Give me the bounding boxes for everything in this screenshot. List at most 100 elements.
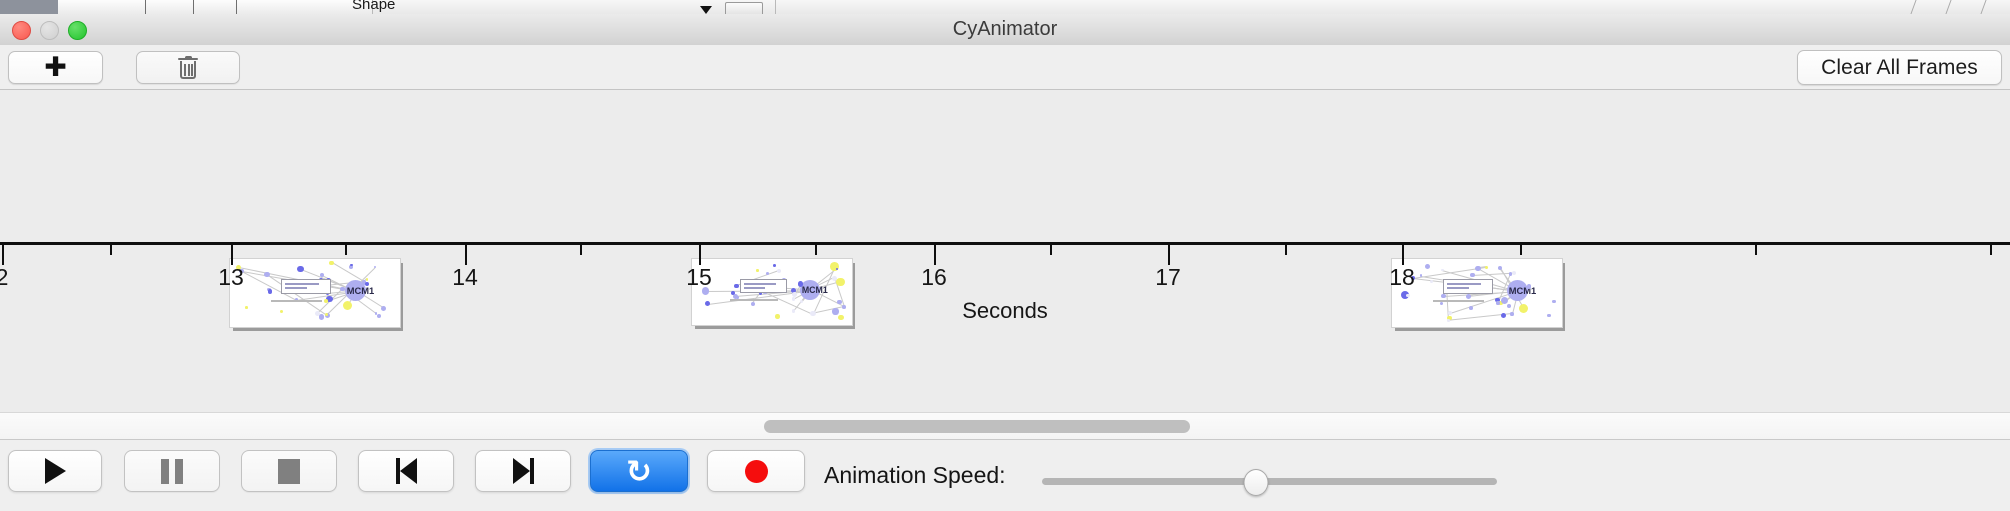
background-shape-label: Shape [352,0,396,13]
ruler-tick-label: 14 [452,264,478,290]
graph-node [374,312,378,316]
loop-icon: ↻ [626,453,652,489]
timeline-scrollbar-track[interactable] [0,412,2010,440]
graph-annotation-callout [281,279,331,295]
callout-text-line [1447,283,1481,286]
background-caret-icon [700,6,712,14]
stop-icon [278,458,300,484]
ruler-tick-minor [1285,245,1287,255]
background-segment [236,0,299,14]
graph-node [733,294,737,298]
stop-button [241,450,337,492]
ruler-tick-major [699,245,701,265]
toolbar: ✚ Clear All Frames [0,45,2010,90]
graph-node [329,260,334,266]
graph-node [267,289,273,294]
ruler-tick-major [1168,245,1170,265]
graph-node [373,265,377,269]
graph-hub-node [800,280,821,300]
graph-node [1448,311,1452,316]
callout-text-line [285,287,308,290]
timeline-frame[interactable]: MCM1 [691,258,855,329]
graph-node [831,275,837,281]
close-button-icon[interactable] [12,21,31,40]
network-graph-miniature: MCM1 [1392,259,1562,327]
ruler-tick-major [934,245,936,265]
record-button[interactable] [707,450,805,492]
ruler-tick-label: 17 [1155,264,1181,290]
graph-node [279,310,283,314]
ruler-tick-label: 13 [218,264,244,290]
ruler-tick-minor [815,245,817,255]
graph-caption-line [730,298,779,301]
graph-node [294,298,298,302]
graph-node [342,301,352,311]
graph-node [366,278,369,281]
graph-node [380,305,386,311]
graph-node [365,281,370,286]
graph-node [1440,268,1444,272]
ruler-axis-line [0,242,2010,245]
graph-node [1440,302,1444,306]
timeline-frame[interactable]: MCM1 [229,258,403,331]
graph-node [1465,293,1471,299]
clear-all-frames-button[interactable]: Clear All Frames [1797,50,2002,85]
graph-hub-node [1507,280,1529,302]
graph-node [264,271,270,277]
graph-node [1419,274,1423,277]
graph-node [1552,299,1556,304]
pause-icon [161,458,183,484]
background-segment [58,0,145,14]
animation-speed-label: Animation Speed: [824,462,1006,488]
loop-button[interactable]: ↻ [590,450,688,492]
graph-node [734,283,740,289]
graph-node [320,272,325,277]
timeline-scrollbar-thumb[interactable] [764,420,1190,433]
graph-caption-line [270,299,322,302]
next-frame-button[interactable] [475,450,571,492]
ruler-tick-minor [110,245,112,255]
graph-node [1411,276,1416,281]
background-segment [200,0,237,14]
animation-speed-slider[interactable] [1042,469,1497,496]
timeline-frame[interactable]: MCM1 [1391,258,1565,331]
network-graph-miniature: MCM1 [692,259,852,325]
minimize-button-icon[interactable] [40,21,59,40]
graph-node [838,315,844,321]
background-tick [145,0,146,14]
graph-node [297,266,304,273]
ruler-tick-minor [1520,245,1522,255]
background-slash [1945,0,1952,14]
network-graph-miniature: MCM1 [230,259,400,327]
zoom-button-icon[interactable] [68,21,87,40]
ruler-tick-major [1402,245,1404,265]
graph-node [832,308,839,315]
play-button[interactable] [8,450,102,492]
graph-node [1446,319,1450,322]
add-frame-button[interactable]: ✚ [8,51,103,84]
background-dark-block [0,0,58,14]
title-bar[interactable]: CyAnimator [0,14,2010,46]
callout-text-line [744,282,776,285]
graph-node [1496,301,1500,305]
play-icon [44,458,66,484]
ruler-tick-major [465,245,467,265]
record-icon [744,459,768,483]
delete-frame-button[interactable] [136,51,240,84]
timeline-panel[interactable]: MCM1 MCM1 MCM1 2 13 14 15 16 17 18 Seconds [0,90,2010,412]
ruler-tick-label: 18 [1389,264,1415,290]
graph-node [775,314,780,319]
graph-node [798,281,804,287]
graph-node [1506,303,1511,308]
graph-node [236,264,242,270]
pause-button [124,450,220,492]
ruler-tick-minor [1050,245,1052,255]
graph-node [791,297,795,301]
slider-knob[interactable] [1243,469,1269,496]
graph-node [1547,314,1551,318]
graph-node [349,264,353,269]
graph-node [1485,265,1489,269]
previous-frame-button[interactable] [358,450,454,492]
ruler-tick-minor [1990,245,1992,255]
